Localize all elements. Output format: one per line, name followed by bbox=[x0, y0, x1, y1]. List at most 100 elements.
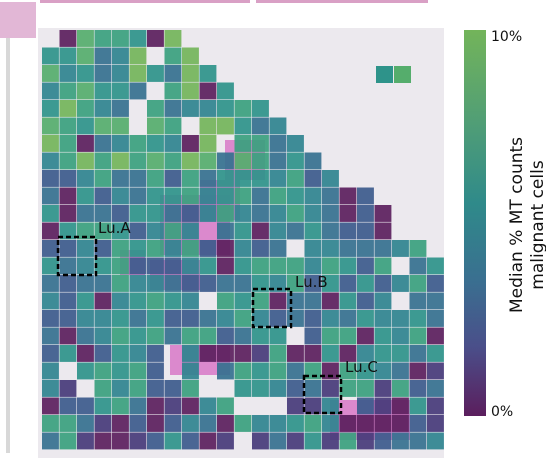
heatmap-cell bbox=[164, 65, 182, 82]
heatmap-cell bbox=[252, 257, 269, 275]
heatmap-cell bbox=[112, 415, 129, 432]
heatmap-cell bbox=[217, 187, 234, 205]
heatmap-cell bbox=[112, 275, 129, 292]
heatmap-cell bbox=[217, 275, 234, 292]
heatmap-cell bbox=[234, 152, 252, 170]
heatmap-cell bbox=[409, 397, 427, 415]
heatmap-cell bbox=[322, 275, 339, 292]
heatmap-cell bbox=[129, 292, 147, 310]
heatmap-cell bbox=[357, 432, 374, 450]
heatmap-cell bbox=[427, 432, 444, 450]
heatmap-cell bbox=[42, 187, 59, 205]
heatmap-cell bbox=[129, 30, 147, 47]
heatmap-cell bbox=[77, 205, 94, 222]
heatmap-cell bbox=[269, 362, 287, 380]
heatmap-cell bbox=[427, 397, 444, 415]
heatmap-cell bbox=[322, 397, 339, 415]
heatmap-cell bbox=[77, 275, 94, 292]
heatmap-cell bbox=[112, 310, 129, 327]
heatmap-cell bbox=[269, 205, 287, 222]
heatmap-cell bbox=[77, 292, 94, 310]
heatmap-cell bbox=[304, 205, 322, 222]
heatmap-cell bbox=[182, 222, 199, 240]
heatmap-cell bbox=[129, 205, 147, 222]
heatmap-cell bbox=[252, 310, 269, 327]
heatmap-cell bbox=[304, 415, 322, 432]
heatmap-cell bbox=[199, 205, 217, 222]
heatmap-cell bbox=[94, 117, 112, 135]
heatmap-cell bbox=[392, 397, 409, 415]
heatmap-cell bbox=[164, 310, 182, 327]
heatmap-cell bbox=[147, 152, 164, 170]
heatmap-cell bbox=[427, 310, 444, 327]
heatmap-cell bbox=[42, 205, 59, 222]
heatmap-cell bbox=[269, 432, 287, 450]
heatmap-cell bbox=[269, 292, 287, 310]
heatmap-cell bbox=[199, 152, 217, 170]
heatmap-cell bbox=[112, 222, 129, 240]
heatmap-cell bbox=[427, 362, 444, 380]
heatmap-cell bbox=[304, 187, 322, 205]
heatmap-cell bbox=[394, 66, 411, 83]
heatmap-cell bbox=[164, 415, 182, 432]
heatmap-cell bbox=[182, 415, 199, 432]
heatmap-cell bbox=[374, 380, 392, 397]
heatmap-cell bbox=[374, 415, 392, 432]
heatmap-cell bbox=[409, 380, 427, 397]
heatmap-cell bbox=[357, 362, 374, 380]
heatmap-cell bbox=[339, 362, 357, 380]
heatmap-cell bbox=[252, 240, 269, 257]
heatmap-cell bbox=[182, 362, 199, 380]
heatmap-cell bbox=[339, 380, 357, 397]
colorbar-title-line1: Median % MT counts bbox=[507, 136, 527, 314]
heatmap-cell bbox=[217, 240, 234, 257]
heatmap-cell bbox=[304, 240, 322, 257]
heatmap-cell bbox=[94, 362, 112, 380]
tissue-thumbnail bbox=[0, 2, 36, 38]
heatmap-cell bbox=[42, 257, 59, 275]
heatmap-cell bbox=[164, 135, 182, 152]
heatmap-cell bbox=[129, 240, 147, 257]
heatmap-cell bbox=[304, 222, 322, 240]
heatmap-cell bbox=[59, 345, 77, 362]
heatmap-cell bbox=[182, 100, 199, 117]
heatmap-cell bbox=[339, 327, 357, 345]
heatmap-cell bbox=[59, 135, 77, 152]
heatmap-cell bbox=[77, 257, 94, 275]
heatmap-cell bbox=[129, 432, 147, 450]
heatmap-cell bbox=[42, 310, 59, 327]
heatmap-cell bbox=[217, 152, 234, 170]
heatmap-cell bbox=[94, 222, 112, 240]
heatmap-cell bbox=[59, 152, 77, 170]
heatmap-cell bbox=[199, 432, 217, 450]
heatmap-cell bbox=[112, 380, 129, 397]
heatmap-cell bbox=[322, 187, 339, 205]
heatmap-cell bbox=[339, 240, 357, 257]
heatmap-cell bbox=[59, 310, 77, 327]
heatmap-cell bbox=[217, 170, 234, 187]
heatmap-cell bbox=[427, 380, 444, 397]
heatmap-cell bbox=[199, 82, 217, 100]
heatmap-cell bbox=[112, 30, 129, 47]
heatmap-cell bbox=[234, 275, 252, 292]
heatmap-cell bbox=[409, 310, 427, 327]
heatmap-cell bbox=[42, 275, 59, 292]
heatmap-cell bbox=[392, 240, 409, 257]
heatmap-cell bbox=[252, 152, 269, 170]
heatmap-cell bbox=[304, 275, 322, 292]
heatmap-cell bbox=[287, 222, 304, 240]
heatmap-cell bbox=[252, 345, 269, 362]
region-label-lu-b: Lu.B bbox=[295, 273, 328, 291]
heatmap-cell bbox=[129, 170, 147, 187]
heatmap-cell bbox=[357, 380, 374, 397]
tissue-strip bbox=[40, 0, 250, 3]
heatmap-cell bbox=[374, 397, 392, 415]
colorbar-min-label: 0% bbox=[491, 404, 514, 420]
heatmap-cell bbox=[339, 292, 357, 310]
heatmap-cell bbox=[94, 275, 112, 292]
heatmap-cell bbox=[217, 205, 234, 222]
heatmap-cell bbox=[112, 65, 129, 82]
heatmap-cell bbox=[147, 327, 164, 345]
heatmap-cell bbox=[199, 240, 217, 257]
heatmap-cell bbox=[234, 205, 252, 222]
